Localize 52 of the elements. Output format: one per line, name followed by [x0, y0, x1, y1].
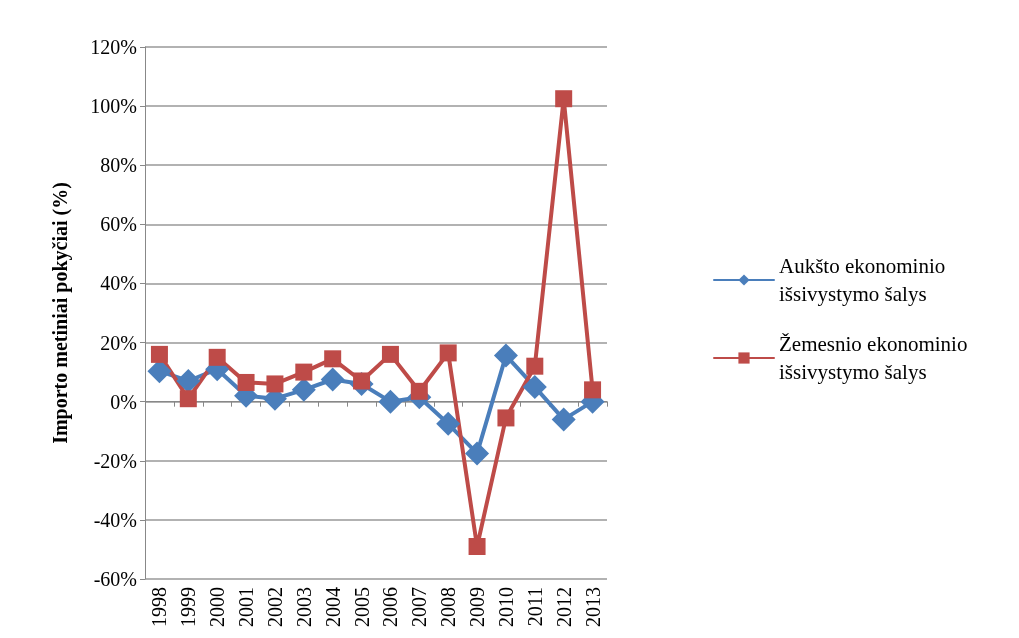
x-tick-label: 2006 — [379, 587, 402, 627]
point — [266, 375, 284, 393]
y-axis-title: Importo metiniai pokyčiai (%) — [49, 182, 72, 444]
point — [497, 409, 515, 427]
point — [237, 373, 255, 391]
y-tick-label: 40% — [100, 272, 137, 295]
point — [208, 348, 226, 366]
y-tick-label: -60% — [93, 568, 137, 590]
y-tick-label: 20% — [100, 331, 137, 354]
point — [176, 368, 201, 393]
point — [324, 350, 342, 368]
point — [295, 363, 313, 381]
point — [465, 441, 490, 466]
point — [584, 381, 602, 399]
x-tick-label: 2011 — [523, 587, 546, 627]
x-tick-label: 1998 — [148, 587, 171, 627]
legend-label: Aukšto ekonominio išsivystymo šalys — [779, 254, 951, 306]
y-tick-label: 120% — [90, 36, 137, 58]
point — [378, 389, 403, 414]
point — [493, 343, 518, 368]
y-tick-label: 60% — [100, 213, 137, 236]
x-tick-label: 2008 — [437, 587, 460, 627]
point — [381, 345, 399, 363]
point — [526, 357, 544, 375]
x-tick-label: 2012 — [552, 587, 575, 627]
y-tick-label: 0% — [110, 390, 137, 413]
point — [410, 382, 428, 400]
x-tick-label: 1999 — [177, 587, 200, 627]
x-tick-label: 2013 — [581, 587, 604, 627]
point — [320, 367, 345, 392]
x-tick-label: 2004 — [321, 587, 344, 627]
y-tick-label: -40% — [93, 508, 137, 531]
y-tick-label: 100% — [90, 95, 137, 118]
x-tick-label: 2010 — [494, 587, 517, 627]
x-tick-label: 2005 — [350, 587, 373, 627]
point — [436, 411, 461, 436]
x-tick-label: 2002 — [263, 587, 286, 627]
x-tick-label: 2007 — [408, 587, 431, 627]
y-tick-label: -20% — [93, 449, 137, 472]
legend-label: Žemesnio ekonominio išsivystymo šalys — [779, 332, 973, 384]
point — [522, 374, 547, 399]
point — [551, 407, 576, 432]
y-tick-label: 80% — [100, 154, 137, 177]
point — [555, 90, 573, 108]
x-tick-label: 2000 — [206, 587, 229, 627]
x-tick-label: 2009 — [466, 587, 489, 627]
point — [179, 390, 197, 408]
x-tick-label: 2001 — [235, 587, 258, 627]
point — [439, 344, 457, 362]
x-tick-label: 2003 — [292, 587, 315, 627]
point — [468, 537, 486, 555]
point — [150, 345, 168, 363]
